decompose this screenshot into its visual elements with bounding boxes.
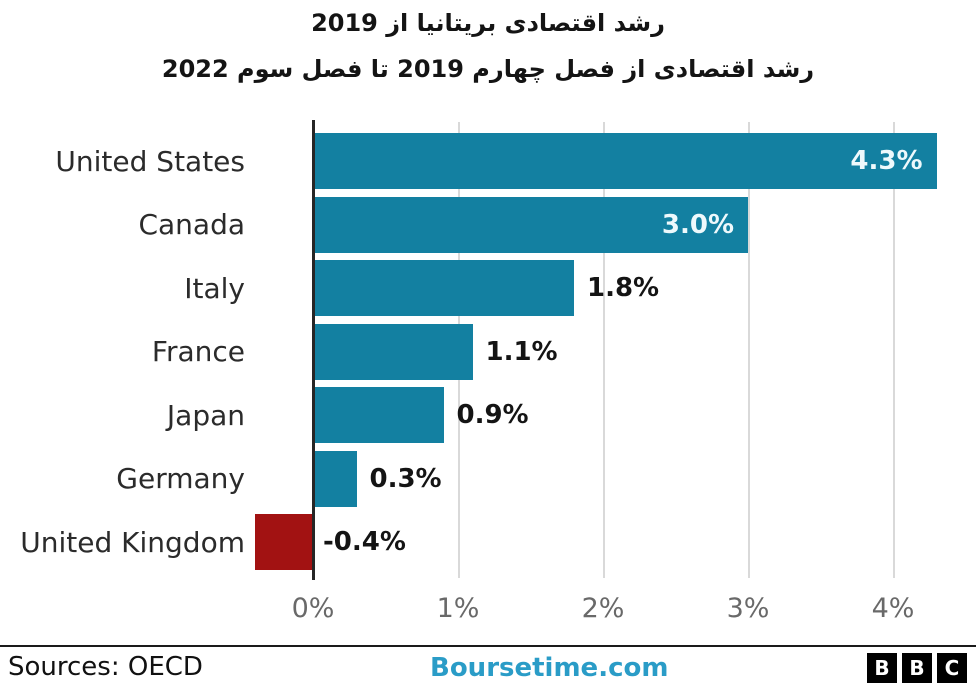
bbc-logo-box: C — [937, 653, 967, 683]
x-tick-label: 4% — [871, 593, 915, 624]
bar-positive — [313, 133, 937, 189]
bar-positive — [313, 196, 748, 253]
x-tick-label: 0% — [291, 593, 335, 624]
bar-row: United Kingdom -0.4% — [0, 514, 976, 570]
bar-negative — [255, 514, 313, 570]
footer-divider — [0, 645, 976, 647]
chart-subtitle: رشد اقتصادی از فصل چهارم 2019 تا فصل سوم… — [161, 55, 815, 83]
bar-positive — [313, 323, 473, 380]
category-label: France — [151, 335, 245, 368]
bar-chart: United States 4.3% Canada 3.0% Italy 1.8% Fran… — [0, 115, 976, 624]
value-label: 1.1% — [485, 336, 558, 367]
gridline-2% — [603, 122, 605, 578]
category-label: United Kingdom — [20, 525, 245, 559]
bar-positive — [313, 387, 444, 443]
gridline-4% — [893, 122, 895, 578]
value-label: -0.4% — [323, 527, 406, 557]
x-tick-label: 1% — [436, 593, 480, 624]
category-label: Canada — [138, 208, 245, 241]
x-tick-label: 3% — [726, 593, 770, 624]
gridline-3% — [748, 122, 750, 578]
category-label: United States — [55, 144, 245, 178]
bar-positive — [313, 450, 357, 507]
value-label: 0.3% — [369, 463, 442, 494]
category-label: Japan — [166, 398, 245, 432]
x-tick-label: 2% — [581, 593, 625, 624]
y-axis-line — [311, 120, 315, 580]
bar-row: France 1.1% — [0, 323, 976, 380]
bar-row: Germany 0.3% — [0, 450, 976, 507]
value-label: 4.3% — [850, 146, 923, 176]
bar-row: Japan 0.9% — [0, 387, 976, 443]
value-label: 3.0% — [661, 209, 734, 240]
category-label: Italy — [184, 271, 245, 305]
source-text: Sources: OECD — [8, 652, 203, 682]
value-label: 1.8% — [587, 273, 660, 303]
bbc-logo-box: B — [867, 653, 897, 683]
value-label: 0.9% — [456, 400, 529, 430]
chart-title: رشد اقتصادی بریتانیا از 2019 — [311, 9, 665, 37]
bar-row: United States 4.3% — [0, 133, 976, 189]
category-label: Germany — [116, 462, 245, 495]
watermark-text: Boursetime.com — [430, 653, 669, 683]
bar-positive — [313, 260, 574, 316]
bar-row: Canada 3.0% — [0, 196, 976, 253]
bar-row: Italy 1.8% — [0, 260, 976, 316]
bbc-logo-box: B — [902, 653, 932, 683]
